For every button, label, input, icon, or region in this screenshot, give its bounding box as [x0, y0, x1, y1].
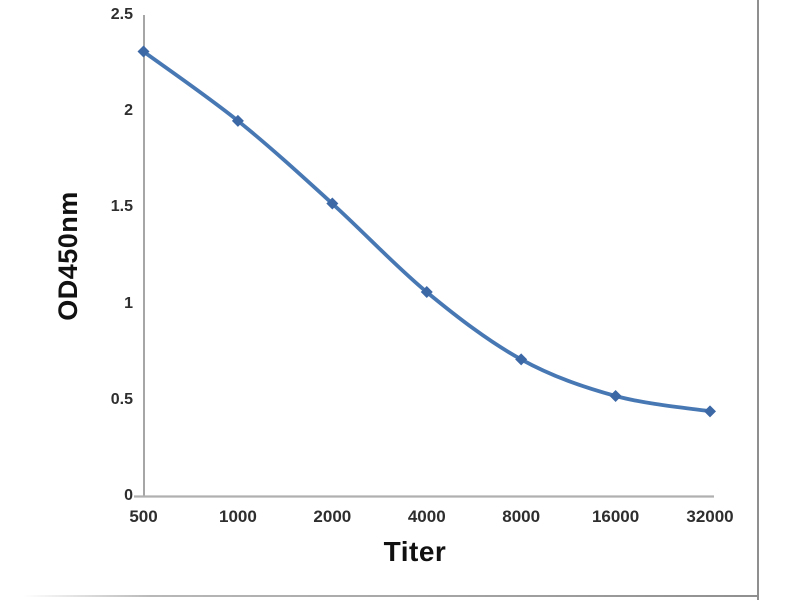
x-tick-label: 16000	[591, 507, 640, 526]
x-tick-label: 8000	[502, 507, 541, 526]
data-point-marker	[231, 114, 244, 127]
x-tick-label: 32000	[686, 507, 734, 526]
x-tick-label: 1000	[218, 507, 257, 526]
y-tick-label: 0	[124, 487, 133, 504]
x-tick-label: 2000	[313, 507, 352, 526]
y-tick-label: 2	[124, 102, 133, 120]
series-line	[141, 49, 712, 414]
data-point-marker	[515, 353, 528, 366]
image-frame-bottom-edge	[0, 595, 759, 597]
data-point-marker	[326, 197, 339, 210]
x-axis-title: Titer	[383, 536, 447, 567]
data-point-marker	[420, 286, 433, 299]
y-tick-label: 0.5	[110, 390, 133, 408]
data-point-marker	[137, 45, 150, 58]
x-tick-label: 500	[129, 507, 158, 526]
y-axis-title: OD450nm	[53, 191, 83, 321]
y-tick-label: 2.5	[110, 6, 133, 23]
y-tick-label: 1.5	[110, 198, 133, 216]
x-tick-label: 4000	[407, 507, 446, 526]
image-frame-right-edge	[757, 0, 759, 600]
y-tick-label: 1	[124, 294, 133, 312]
data-point-marker	[609, 389, 622, 402]
data-point-marker	[704, 405, 716, 418]
